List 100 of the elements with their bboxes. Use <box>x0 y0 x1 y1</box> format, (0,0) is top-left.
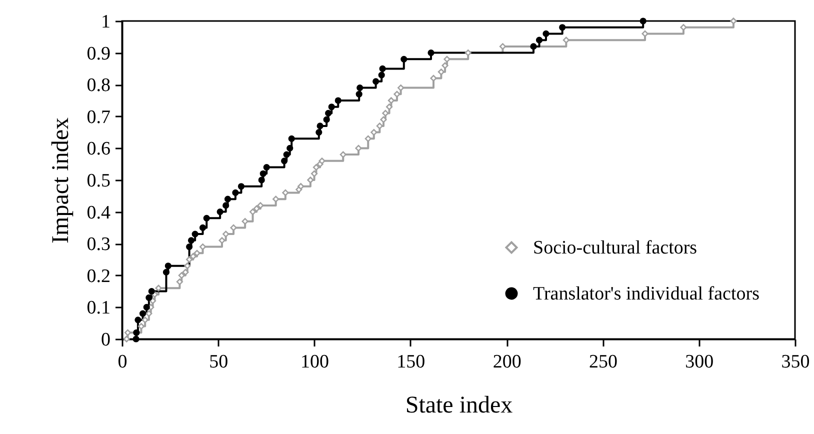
y-axis-title: Impact index <box>48 118 74 244</box>
x-tick-label: 250 <box>588 352 618 372</box>
point <box>249 208 256 216</box>
point <box>192 230 198 238</box>
y-tick-label: 0.4 <box>86 202 111 224</box>
point <box>283 151 290 158</box>
point <box>138 322 145 330</box>
point <box>142 316 148 324</box>
point <box>123 336 130 342</box>
point <box>640 18 646 24</box>
point <box>442 62 448 69</box>
point <box>307 176 314 184</box>
point <box>356 90 362 98</box>
y-tick-label: 0 <box>101 330 110 350</box>
y-tick-label: 0.5 <box>86 170 110 192</box>
point <box>316 122 324 130</box>
point <box>312 164 320 171</box>
point <box>139 310 146 317</box>
y-tick-label: 0.1 <box>86 298 110 319</box>
point <box>186 256 193 263</box>
point <box>258 176 265 184</box>
point <box>190 253 196 260</box>
point <box>444 56 450 62</box>
point <box>562 36 570 44</box>
point <box>394 90 400 98</box>
point <box>164 262 172 270</box>
x-tick-label: 50 <box>209 352 228 372</box>
point <box>438 68 444 76</box>
point <box>222 202 230 209</box>
point <box>400 56 408 62</box>
x-tick-label: 350 <box>781 352 810 372</box>
point <box>146 310 152 317</box>
point <box>257 202 264 209</box>
point <box>310 170 318 177</box>
point <box>224 196 232 202</box>
point <box>286 144 294 152</box>
point <box>380 116 387 123</box>
point <box>428 50 434 56</box>
point <box>288 135 295 142</box>
point <box>260 170 266 177</box>
point <box>355 144 362 152</box>
point <box>334 97 342 104</box>
point <box>242 218 248 225</box>
point <box>316 129 322 136</box>
point <box>146 294 152 301</box>
point <box>386 104 393 110</box>
point <box>186 243 193 250</box>
point <box>222 230 230 238</box>
point <box>398 84 404 92</box>
point <box>370 129 378 136</box>
point <box>176 278 183 286</box>
point <box>143 304 150 310</box>
point <box>376 122 383 130</box>
y-tick-label: 0.9 <box>86 43 110 64</box>
point <box>642 30 648 38</box>
point <box>356 84 364 92</box>
point <box>464 50 472 56</box>
point <box>203 214 210 222</box>
point <box>155 284 162 292</box>
x-tick-label: 0 <box>118 352 128 372</box>
point <box>178 272 185 279</box>
point <box>199 224 206 231</box>
point <box>372 78 380 85</box>
y-tick-label: 0.2 <box>86 266 110 287</box>
point <box>272 196 280 202</box>
point <box>298 183 304 190</box>
point <box>364 135 372 142</box>
y-tick-label: 0.3 <box>86 234 110 256</box>
y-tick-label: 0.7 <box>86 106 110 128</box>
legend-label: Translator's individual factors <box>533 284 760 304</box>
point <box>218 237 226 244</box>
y-tick-label: 0.8 <box>86 75 110 96</box>
point <box>430 74 437 82</box>
x-tick-label: 100 <box>300 352 330 372</box>
point <box>133 329 140 336</box>
point <box>149 298 156 304</box>
point <box>323 116 330 123</box>
x-tick-label: 150 <box>396 352 426 372</box>
point <box>730 18 737 24</box>
y-tick-label: 0.6 <box>86 138 110 160</box>
point <box>188 237 195 244</box>
point <box>388 97 394 104</box>
point <box>182 268 189 276</box>
point <box>530 43 537 50</box>
point <box>499 43 506 50</box>
point <box>230 224 237 231</box>
point <box>216 208 224 216</box>
point <box>318 158 326 164</box>
point <box>194 250 200 256</box>
point <box>253 205 260 212</box>
point <box>559 24 566 31</box>
point <box>680 24 687 31</box>
point <box>134 316 142 324</box>
point <box>199 243 206 250</box>
point <box>162 268 170 276</box>
point <box>124 329 132 336</box>
point <box>542 30 550 38</box>
point <box>282 189 289 196</box>
y-tick-label: 1 <box>101 12 110 32</box>
point <box>132 336 140 342</box>
